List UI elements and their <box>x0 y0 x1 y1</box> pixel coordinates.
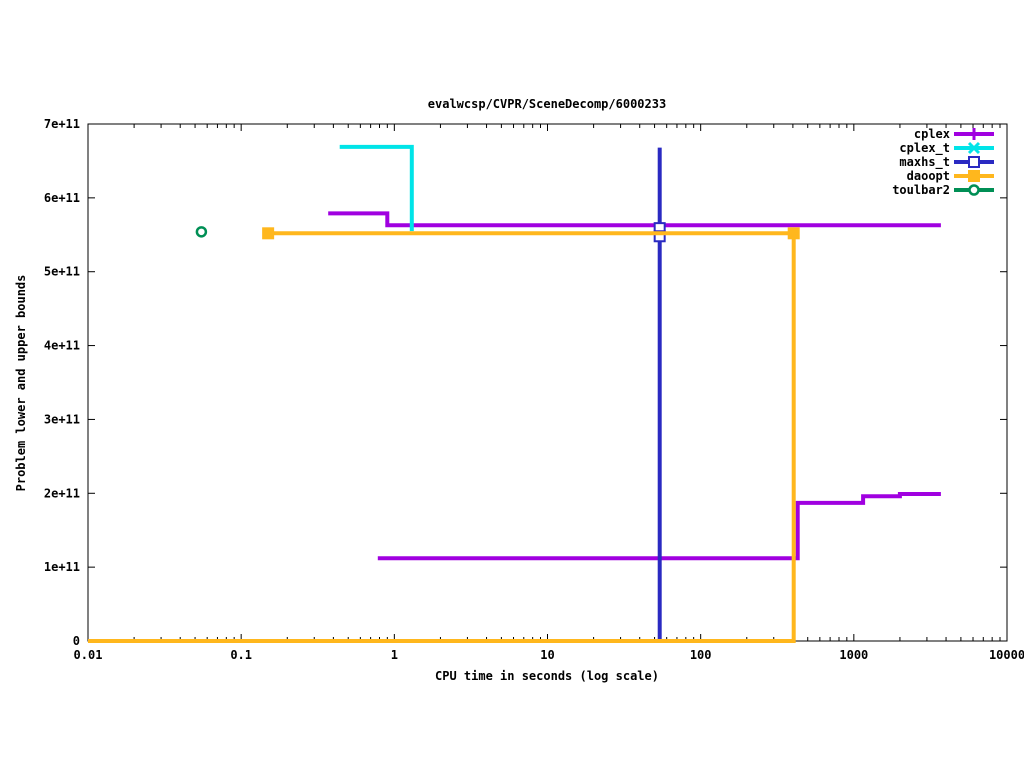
x-tick-label: 1000 <box>839 648 868 662</box>
series-line-cplex <box>328 211 941 228</box>
x-axis-label: CPU time in seconds (log scale) <box>435 669 659 683</box>
series-line-cplex_t <box>339 144 414 232</box>
legend-entry-maxhs_t: maxhs_t <box>899 155 994 170</box>
x-tick-label: 100 <box>690 648 712 662</box>
y-axis-label: Problem lower and upper bounds <box>14 275 28 492</box>
y-tick-label: 1e+11 <box>44 560 80 574</box>
series-cplex <box>328 211 941 561</box>
y-tick-label: 7e+11 <box>44 117 80 131</box>
y-tick-label: 6e+11 <box>44 191 80 205</box>
x-tick-label: 10000 <box>989 648 1024 662</box>
x-axis-ticks: 0.01 0.1 1 10 100 1000 10000 <box>74 124 1024 662</box>
y-tick-label: 3e+11 <box>44 412 80 426</box>
x-tick-label: 0.01 <box>74 648 103 662</box>
plot-area: 0.01 0.1 1 10 100 1000 10000 0 1e+11 2e+11 3e+11 4e… <box>44 117 1024 662</box>
legend-entry-toulbar2: toulbar2 <box>892 183 994 197</box>
legend-label-cplex_t: cplex_t <box>899 141 950 156</box>
plot-border <box>87 123 1008 642</box>
series-toulbar2 <box>195 226 208 238</box>
y-tick-label: 2e+11 <box>44 486 80 500</box>
x-tick-label: 10 <box>540 648 554 662</box>
legend-label-toulbar2: toulbar2 <box>892 183 950 197</box>
x-tick-label: 1 <box>391 648 398 662</box>
legend-label-daoopt: daoopt <box>907 169 950 183</box>
legend-label-maxhs_t: maxhs_t <box>899 155 950 170</box>
legend-label-cplex: cplex <box>914 127 950 141</box>
legend-entry-cplex_t: cplex_t <box>899 141 994 156</box>
y-axis-ticks: 0 1e+11 2e+11 3e+11 4e+11 5e+11 6e+11 7e+11 <box>44 117 1007 648</box>
series-line-daoopt <box>88 233 796 643</box>
y-tick-label: 5e+11 <box>44 265 80 279</box>
series-cplex_t <box>339 144 414 232</box>
y-tick-label: 4e+11 <box>44 339 80 353</box>
series-daoopt <box>88 227 800 643</box>
legend-entry-daoopt: daoopt <box>907 169 994 183</box>
x-tick-label: 0.1 <box>230 648 252 662</box>
legend-entry-cplex: cplex <box>914 127 994 141</box>
series-line-cplex <box>377 492 941 561</box>
y-tick-label: 0 <box>73 634 80 648</box>
series-maxhs_t <box>653 147 666 641</box>
chart-title: evalwcsp/CVPR/SceneDecomp/6000233 <box>428 97 666 111</box>
